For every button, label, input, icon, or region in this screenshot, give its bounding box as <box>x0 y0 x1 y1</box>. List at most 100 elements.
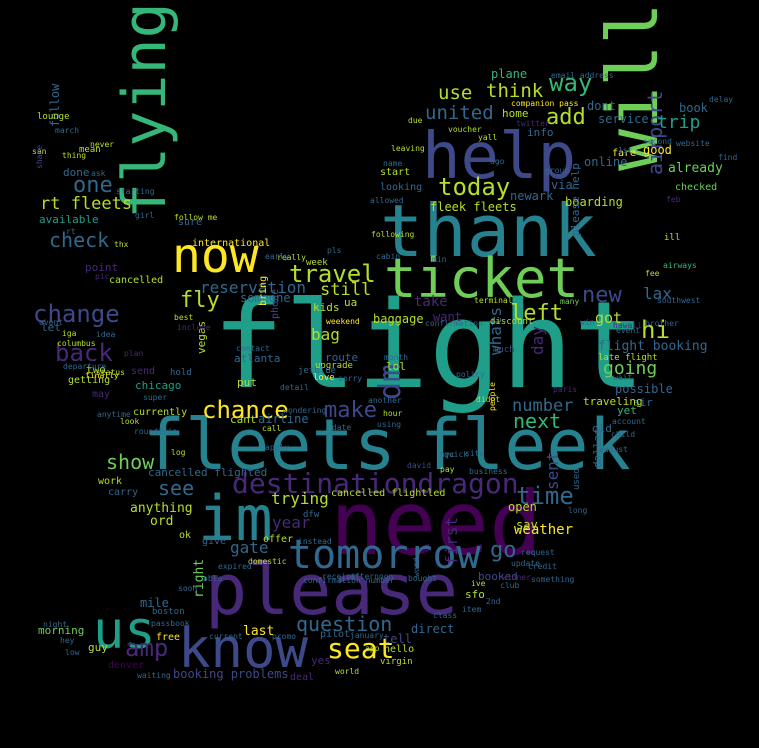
cloud-word: promo <box>272 632 297 641</box>
cloud-word: traveling <box>583 395 643 408</box>
cloud-word: pic <box>95 272 110 281</box>
cloud-word: lax <box>643 284 672 303</box>
cloud-word: work <box>98 476 123 487</box>
cloud-word: virgin <box>380 657 413 667</box>
cloud-word: service <box>598 112 649 126</box>
cloud-word: receipt <box>322 572 356 581</box>
cloud-word: reservation <box>200 278 306 297</box>
cloud-word: night <box>43 620 68 629</box>
cloud-word: event <box>616 326 641 335</box>
cloud-word: nyc <box>440 450 455 459</box>
cloud-word: week <box>306 258 328 268</box>
cloud-word: sfo <box>465 588 485 601</box>
cloud-word: flight booking <box>598 339 708 354</box>
cloud-word: time <box>516 482 574 510</box>
cloud-word: group <box>545 166 570 175</box>
cloud-word: mile <box>140 596 169 610</box>
cloud-word: morning <box>38 624 85 637</box>
cloud-word: anything <box>130 501 193 516</box>
cloud-word: checked <box>675 182 718 193</box>
cloud-word: log <box>171 448 186 457</box>
cloud-word: ticket <box>384 247 580 310</box>
cloud-word: march <box>55 126 80 135</box>
cloud-word: change <box>33 300 120 328</box>
cloud-word: apply <box>265 443 290 452</box>
cloud-word: weather <box>514 522 574 538</box>
cloud-word: last <box>243 624 275 639</box>
cloud-word: air <box>633 396 653 409</box>
cloud-word: lol <box>386 360 406 373</box>
cloud-word: cant <box>230 413 257 426</box>
cloud-word: old <box>592 422 612 435</box>
cloud-word: finally <box>85 371 119 380</box>
cloud-word: let <box>41 321 61 334</box>
cloud-word: iga <box>62 329 77 338</box>
cloud-word: phone <box>270 288 281 319</box>
cloud-word: fly <box>180 288 220 313</box>
cloud-word: pay <box>440 465 455 474</box>
cloud-word: show <box>106 450 155 474</box>
cloud-word: club <box>500 581 520 590</box>
cloud-word: passbook <box>151 619 190 628</box>
cloud-word: delay <box>709 95 734 104</box>
cloud-word: southwest <box>657 296 701 305</box>
cloud-word: back <box>55 339 113 367</box>
cloud-word: flight <box>212 277 646 416</box>
cloud-word: point <box>85 261 119 274</box>
cloud-word: allowed <box>370 196 404 205</box>
cloud-word: looking <box>380 182 423 193</box>
cloud-word: wait <box>613 373 633 382</box>
cloud-word: thing <box>62 151 87 160</box>
cloud-word: trying <box>271 489 329 508</box>
cloud-word: sure <box>178 217 203 228</box>
cloud-word: departure <box>63 362 107 371</box>
cloud-word: online <box>584 155 628 169</box>
cloud-word: winner <box>502 573 531 582</box>
cloud-word: word <box>412 557 421 577</box>
cloud-word: app <box>365 644 380 653</box>
cloud-word: free <box>156 632 181 643</box>
cloud-word: discount <box>490 317 534 327</box>
cloud-word: airways <box>663 261 697 270</box>
cloud-word: booking problems <box>173 667 289 681</box>
cloud-word: feb <box>666 195 681 204</box>
cloud-word: contact <box>236 344 270 353</box>
cloud-word: min <box>432 255 447 264</box>
cloud-word: fleek fleets <box>430 200 517 214</box>
cloud-word: available <box>39 213 99 226</box>
cloud-word: sent <box>543 451 562 490</box>
cloud-word: hold <box>170 368 192 378</box>
cloud-word: yes <box>311 654 331 667</box>
cloud-word: international <box>192 238 271 249</box>
cloud-word: girl <box>135 211 155 220</box>
cloud-word: two <box>86 363 106 376</box>
cloud-word: look <box>120 417 140 426</box>
cloud-word: cabin <box>376 252 401 261</box>
cloud-word: lounge <box>37 112 70 122</box>
cloud-word: 1st <box>618 146 633 155</box>
cloud-word: love <box>313 373 335 383</box>
cloud-word: yall <box>478 133 498 142</box>
cloud-word: confirmation <box>425 319 483 328</box>
cloud-word: many <box>560 297 580 306</box>
cloud-word: hawaii <box>613 321 642 330</box>
cloud-word: done <box>63 166 90 179</box>
cloud-word: never <box>90 140 115 149</box>
cloud-word: find <box>718 153 738 162</box>
cloud-word: late flight <box>598 353 658 363</box>
cloud-word: mean <box>79 145 101 155</box>
cloud-word: tell <box>383 632 412 646</box>
cloud-word: sorry <box>338 374 363 383</box>
cloud-word: im <box>198 482 273 555</box>
cloud-word: update <box>511 559 540 568</box>
cloud-word: want <box>433 310 462 324</box>
cloud-word: guy <box>88 641 108 654</box>
cloud-word: hi <box>641 316 670 344</box>
cloud-word: able <box>203 574 223 583</box>
cloud-word: cancelled flighted <box>148 466 268 479</box>
cloud-word: route <box>325 351 359 364</box>
cloud-word: call <box>262 424 282 433</box>
cloud-word: share <box>35 144 44 169</box>
cloud-word: domestic <box>248 557 287 566</box>
